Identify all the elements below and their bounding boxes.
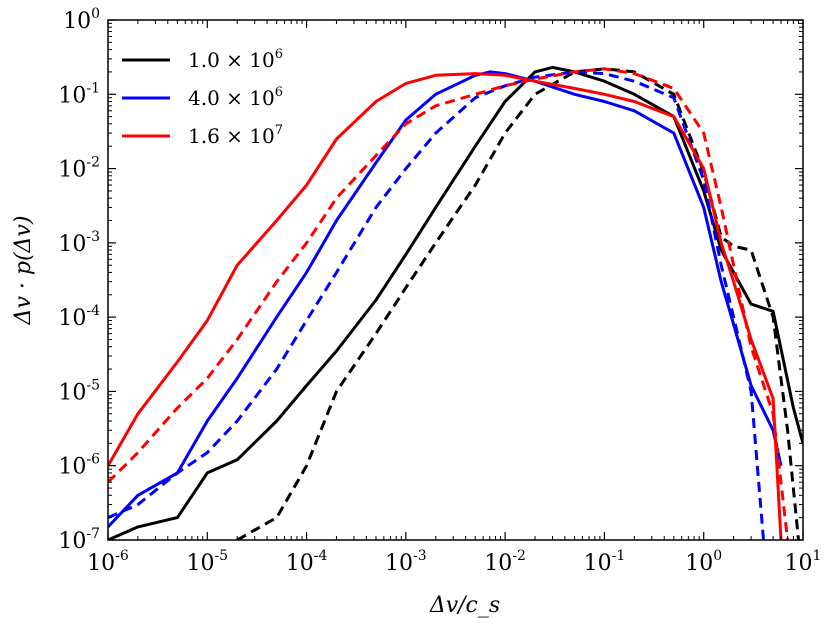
plot-frame bbox=[107, 19, 804, 541]
series-line-solid-4 bbox=[108, 72, 783, 540]
legend-item: 1.6 × 107 bbox=[122, 123, 283, 148]
legend-label: 1.0 × 106 bbox=[188, 47, 283, 72]
series-line-solid-0 bbox=[108, 65, 803, 540]
legend-item: 4.0 × 106 bbox=[122, 85, 283, 110]
x-tick-label: 10-6 bbox=[87, 548, 129, 576]
y-tick-label: 10-3 bbox=[58, 229, 100, 257]
y-tick-label: 10-4 bbox=[58, 303, 100, 331]
y-tick-label: 10-2 bbox=[58, 155, 100, 183]
series-line-dashed-3 bbox=[108, 70, 765, 540]
series-line-dashed-1 bbox=[236, 67, 800, 540]
x-tick-label: 10-5 bbox=[186, 548, 228, 576]
y-tick-label: 10-1 bbox=[58, 80, 100, 108]
y-axis-title: Δv · p(Δv) bbox=[11, 216, 36, 326]
series-line-solid-2 bbox=[108, 70, 783, 528]
x-tick-label: 10-3 bbox=[385, 548, 427, 576]
x-tick-label: 10-2 bbox=[484, 548, 526, 576]
y-axis: 10-7 10-6 10-5 10-4 10-3 10-2 10-1 100 bbox=[58, 6, 803, 554]
legend-label: 1.6 × 107 bbox=[188, 123, 283, 148]
x-tick-label: 100 bbox=[685, 548, 722, 576]
y-tick-label: 10-6 bbox=[58, 452, 100, 480]
legend-label: 4.0 × 106 bbox=[188, 85, 283, 110]
y-tick-label: 10-5 bbox=[58, 377, 100, 405]
y-tick-label: 100 bbox=[63, 6, 100, 34]
series-line-dashed-5 bbox=[108, 67, 790, 540]
x-tick-label: 101 bbox=[785, 548, 822, 576]
x-tick-label: 10-4 bbox=[286, 548, 328, 576]
y-tick-label: 10-7 bbox=[58, 526, 100, 554]
legend: 1.0 × 106 4.0 × 106 1.6 × 107 bbox=[122, 47, 283, 148]
plot-area bbox=[107, 19, 804, 541]
legend-item: 1.0 × 106 bbox=[122, 47, 283, 72]
x-axis-title: Δv/c_s bbox=[429, 593, 500, 618]
x-axis: 10-6 10-5 10-4 10-3 10-2 10-1 100 101 bbox=[87, 20, 821, 576]
x-tick-label: 10-1 bbox=[584, 548, 626, 576]
